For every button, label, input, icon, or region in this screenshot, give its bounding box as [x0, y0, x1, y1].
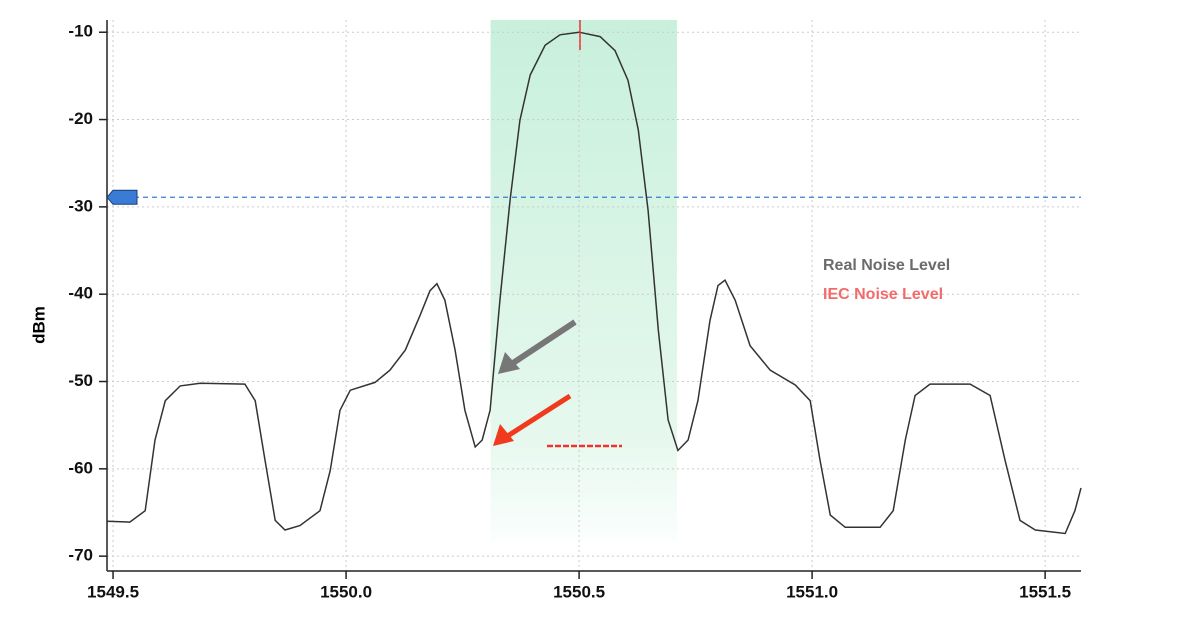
annotation: IEC Noise Level: [823, 286, 943, 303]
y-tick-label: -70: [68, 546, 93, 565]
x-tick-label: 1550.5: [553, 582, 605, 601]
y-tick-label: -10: [68, 22, 93, 41]
threshold-flag: [106, 189, 138, 205]
y-axis-label: dBm: [29, 306, 48, 344]
x-tick-label: 1551.5: [1019, 582, 1071, 601]
x-tick-label: 1551.0: [786, 582, 838, 601]
band: [490, 20, 677, 541]
y-tick-label: -40: [68, 284, 93, 303]
trace: [106, 31, 1082, 535]
x-tick-label: 1549.5: [87, 582, 139, 601]
y-tick-label: -30: [68, 196, 93, 215]
annotation: Real Noise Level: [823, 257, 950, 274]
arrow-head: [493, 424, 514, 446]
x-tick-label: 1550.0: [320, 582, 372, 601]
arrow: [508, 319, 577, 368]
y-tick-label: -20: [68, 109, 93, 128]
y-tick-label: -50: [68, 371, 93, 390]
y-tick-label: -60: [68, 458, 93, 477]
arrow: [504, 393, 572, 440]
arrow-head: [498, 352, 520, 374]
